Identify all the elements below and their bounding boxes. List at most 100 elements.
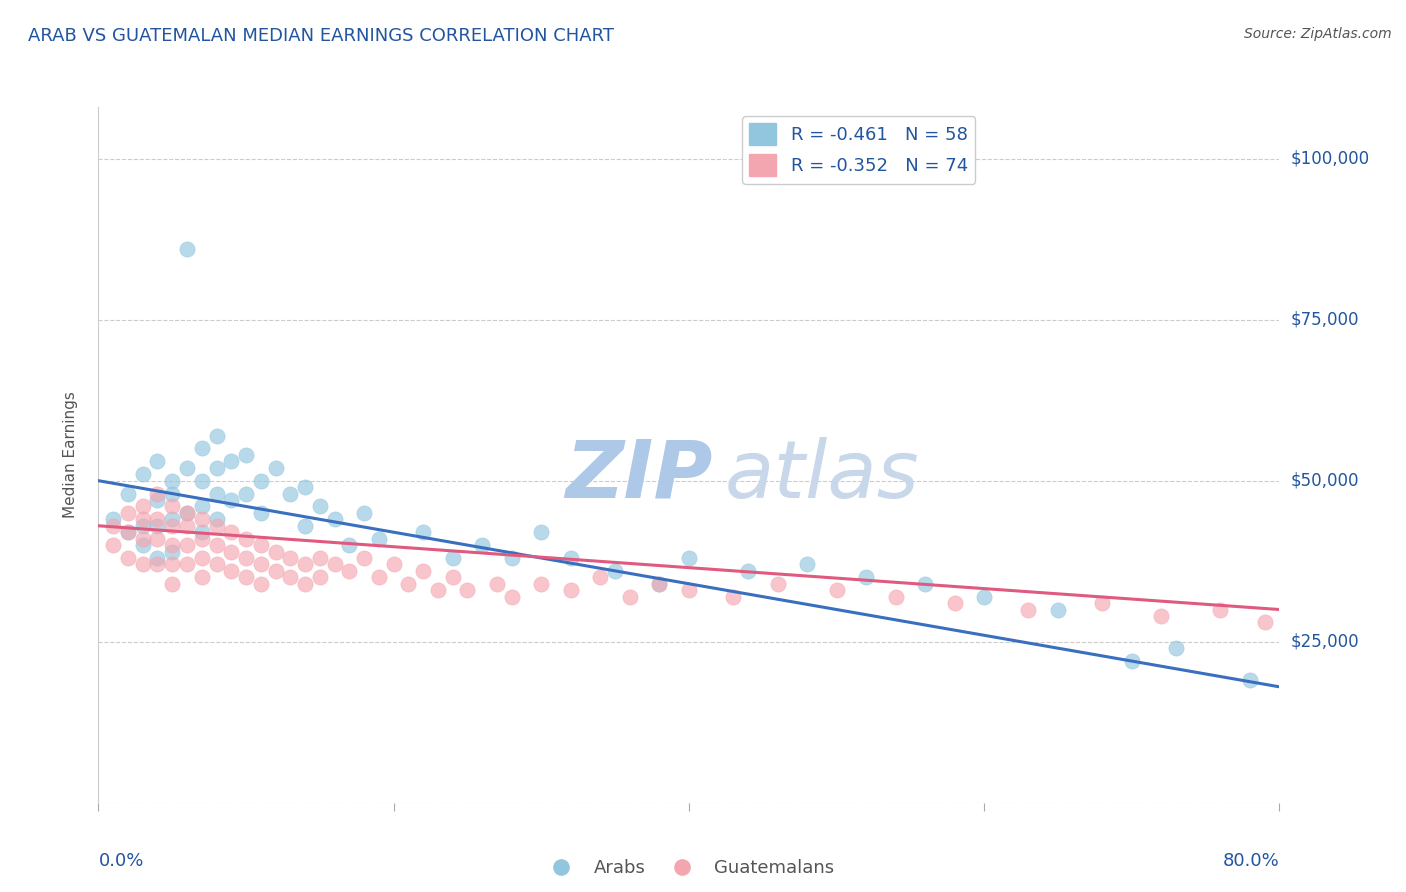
Point xyxy=(162,558,183,572)
Point xyxy=(103,538,125,552)
Point xyxy=(191,532,214,546)
Point xyxy=(235,570,257,584)
Point xyxy=(530,525,553,540)
Point xyxy=(353,551,375,566)
Text: $50,000: $50,000 xyxy=(1291,472,1360,490)
Point xyxy=(278,570,302,584)
Point xyxy=(441,570,464,584)
Point xyxy=(855,570,877,584)
Point xyxy=(250,576,273,591)
Point xyxy=(1046,602,1069,616)
Point xyxy=(648,576,671,591)
Point xyxy=(146,486,169,500)
Point xyxy=(205,460,228,475)
Point xyxy=(235,532,257,546)
Point xyxy=(176,538,198,552)
Point xyxy=(191,474,214,488)
Y-axis label: Median Earnings: Median Earnings xyxy=(63,392,77,518)
Point xyxy=(132,518,155,533)
Point xyxy=(1091,596,1114,610)
Legend: Arabs, Guatemalans: Arabs, Guatemalans xyxy=(536,852,842,884)
Point xyxy=(205,428,228,442)
Point xyxy=(219,525,242,540)
Text: atlas: atlas xyxy=(724,437,920,515)
Point xyxy=(1121,654,1143,668)
Point xyxy=(294,558,316,572)
Point xyxy=(796,558,818,572)
Point xyxy=(368,570,391,584)
Point xyxy=(205,558,228,572)
Point xyxy=(219,564,242,578)
Text: $25,000: $25,000 xyxy=(1291,632,1360,651)
Point xyxy=(132,538,155,552)
Text: ZIP: ZIP xyxy=(565,437,713,515)
Point xyxy=(176,518,198,533)
Point xyxy=(884,590,907,604)
Point xyxy=(191,442,214,456)
Point xyxy=(146,493,169,508)
Point xyxy=(235,486,257,500)
Point xyxy=(264,564,287,578)
Point xyxy=(132,467,155,482)
Point xyxy=(219,493,242,508)
Point xyxy=(278,551,302,566)
Point xyxy=(721,590,744,604)
Point xyxy=(117,551,139,566)
Point xyxy=(117,506,139,520)
Point xyxy=(619,590,641,604)
Point xyxy=(176,506,198,520)
Point xyxy=(176,242,198,256)
Point xyxy=(337,564,360,578)
Point xyxy=(146,512,169,526)
Point xyxy=(294,480,316,494)
Point xyxy=(250,474,273,488)
Text: 80.0%: 80.0% xyxy=(1223,852,1279,870)
Point xyxy=(176,460,198,475)
Point xyxy=(368,532,391,546)
Point xyxy=(264,460,287,475)
Point xyxy=(396,576,419,591)
Point xyxy=(146,518,169,533)
Point xyxy=(456,583,478,598)
Point xyxy=(162,474,183,488)
Point xyxy=(1254,615,1277,630)
Point xyxy=(132,512,155,526)
Point xyxy=(176,506,198,520)
Point xyxy=(264,544,287,558)
Point xyxy=(560,551,582,566)
Point xyxy=(205,512,228,526)
Text: Source: ZipAtlas.com: Source: ZipAtlas.com xyxy=(1244,27,1392,41)
Point xyxy=(766,576,789,591)
Point xyxy=(914,576,936,591)
Point xyxy=(943,596,966,610)
Point xyxy=(191,570,214,584)
Point xyxy=(309,500,332,514)
Point xyxy=(1017,602,1039,616)
Point xyxy=(412,564,434,578)
Point xyxy=(1239,673,1261,688)
Point xyxy=(191,512,214,526)
Point xyxy=(678,583,700,598)
Point xyxy=(117,486,139,500)
Point xyxy=(278,486,302,500)
Point xyxy=(191,500,214,514)
Point xyxy=(353,506,375,520)
Point xyxy=(117,525,139,540)
Point xyxy=(648,576,671,591)
Point xyxy=(162,544,183,558)
Point xyxy=(146,551,169,566)
Text: $100,000: $100,000 xyxy=(1291,150,1369,168)
Point xyxy=(176,558,198,572)
Point xyxy=(294,518,316,533)
Point xyxy=(737,564,759,578)
Point xyxy=(191,551,214,566)
Point xyxy=(162,576,183,591)
Point xyxy=(219,454,242,468)
Point xyxy=(323,558,346,572)
Point xyxy=(825,583,848,598)
Point xyxy=(250,558,273,572)
Point xyxy=(103,512,125,526)
Point xyxy=(1150,609,1173,624)
Point xyxy=(235,551,257,566)
Point xyxy=(501,590,523,604)
